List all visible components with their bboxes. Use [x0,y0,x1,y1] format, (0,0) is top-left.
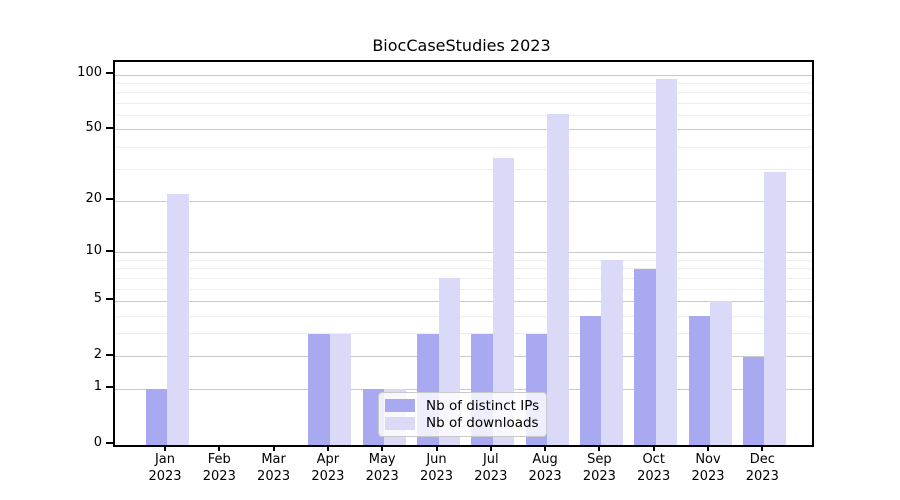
y-axis-tick-mark [106,353,114,356]
x-axis-tick-label: Sep 2023 [582,452,616,484]
x-axis-tick-mark [544,445,547,451]
gridline-minor [115,268,812,270]
x-axis-tick-label: Jan 2023 [148,452,182,484]
gridline-minor [115,146,812,148]
x-axis-tick-label: Oct 2023 [637,452,671,484]
x-axis-tick-mark [761,445,764,451]
y-axis-tick-label: 10 [85,242,102,258]
x-axis-tick-mark [598,445,601,451]
y-axis-tick-mark [106,72,114,75]
gridline-minor [115,259,812,261]
gridline-minor [115,333,812,335]
y-axis-tick-mark [106,198,114,200]
bar-distinct-ips [579,316,602,445]
y-axis-tick-mark [106,386,114,389]
gridline-minor [115,169,812,171]
bar-downloads [547,114,569,445]
gridline-major [115,129,812,131]
x-axis-tick-label: Aug 2023 [528,452,562,484]
y-axis-tick-label: 20 [85,191,102,206]
legend: Nb of distinct IPs Nb of downloads [378,392,547,437]
bar-distinct-ips [688,316,710,445]
gridline-minor [115,288,812,290]
bar-downloads [329,333,352,445]
bar-downloads [167,193,189,445]
x-axis-tick-label: Dec 2023 [745,452,779,484]
y-axis-tick-label: 2 [93,346,102,362]
gridline-minor [115,92,812,94]
gridline-minor [115,277,812,279]
x-axis-tick-mark [489,445,492,451]
bar-distinct-ips [634,268,656,445]
chart-title: BiocCaseStudies 2023 [372,36,551,55]
legend-item-distinct-ips: Nb of distinct IPs [385,397,540,414]
legend-item-downloads: Nb of downloads [385,415,539,432]
bar-distinct-ips [145,389,167,445]
x-axis-tick-mark [218,445,221,451]
legend-swatch-downloads [385,416,415,430]
legend-label-distinct-ips: Nb of distinct IPs [426,397,540,414]
gridline-major [115,200,812,202]
gridline-minor [115,82,812,84]
x-axis-tick-label: May 2023 [365,452,399,484]
x-axis-tick-label: Feb 2023 [202,452,236,484]
x-axis-tick-mark [272,445,275,451]
x-axis-tick-mark [435,445,438,451]
bar-downloads [764,172,786,445]
y-axis-tick-mark [106,442,114,444]
x-axis-tick-label: Mar 2023 [257,452,291,484]
plot-area [113,60,814,447]
x-axis-tick-mark [164,445,166,451]
legend-label-downloads: Nb of downloads [426,415,539,432]
gridline-minor [115,102,812,104]
gridline-minor [115,315,812,317]
gridline-minor [115,115,812,117]
gridline-major [115,300,812,302]
x-axis-tick-mark [707,445,709,451]
x-axis-tick-label: Jul 2023 [474,452,508,484]
y-axis-tick-label: 100 [77,65,102,81]
bar-downloads [655,79,678,445]
gridline-major [115,252,812,254]
bar-downloads [492,157,515,445]
gridline-major [115,388,812,390]
y-axis-tick-mark [106,249,114,252]
x-axis-tick-mark [652,445,655,451]
bar-downloads [601,260,623,445]
y-axis-tick-label: 50 [85,119,102,135]
x-axis-tick-mark [326,445,329,451]
y-axis-tick-label: 5 [93,291,102,307]
gridline-major [115,356,812,358]
x-axis-tick-mark [381,445,384,451]
y-axis-tick-label: 0 [93,435,102,450]
bar-downloads [710,301,732,445]
bar-distinct-ips [742,356,765,445]
legend-swatch-distinct-ips [385,399,415,413]
y-axis-tick-mark [106,298,114,301]
x-axis-tick-label: Apr 2023 [311,452,345,484]
x-axis-tick-label: Nov 2023 [691,452,725,484]
bar-distinct-ips [308,333,330,445]
y-axis-tick-label: 1 [93,379,102,395]
x-axis-tick-label: Jun 2023 [419,452,454,484]
y-axis-tick-mark [106,126,114,129]
gridline-major [115,74,812,76]
